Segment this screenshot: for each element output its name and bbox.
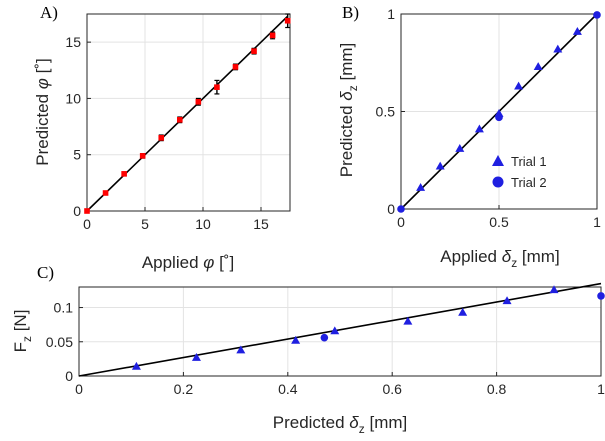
y-tick-label: 0.5	[376, 104, 396, 120]
data-point-trial1	[330, 326, 340, 335]
data-point-trial1	[416, 183, 426, 191]
y-axis-label: Predicted φ [˚]	[33, 58, 52, 165]
data-point	[195, 99, 202, 105]
y-tick-label: 15	[65, 34, 81, 50]
y-axis-label: Fz [N]	[11, 310, 34, 353]
data-point-trial1	[191, 353, 201, 361]
data-point-trial1	[435, 161, 445, 170]
y-tick-label: 0	[73, 203, 81, 219]
data-point-trial2	[397, 205, 405, 213]
data-point-trial2	[597, 292, 605, 300]
panel-b: 0 0.5 1 0 0.5 1 Trial 1 Trial 2 B) Applied δz [mm…	[337, 3, 601, 270]
data-point-trial1	[458, 307, 468, 316]
data-point-trial2	[495, 113, 503, 122]
data-point-trial1	[474, 124, 484, 133]
data-point	[284, 17, 291, 24]
panel-label: A)	[40, 3, 58, 22]
x-tick-label: 15	[253, 216, 269, 232]
x-tick-label: 0.6	[382, 381, 402, 397]
panel-label: C)	[37, 263, 54, 282]
data-point-trial1	[553, 44, 563, 53]
fit-line	[86, 15, 289, 212]
data-point	[121, 171, 127, 177]
panel-label: B)	[342, 3, 359, 22]
x-tick-label: 0.4	[278, 381, 298, 397]
legend-marker-trial1	[492, 155, 504, 166]
x-axis-label: Applied δz [mm]	[440, 247, 559, 270]
y-tick-label: 0.1	[54, 300, 74, 316]
data-point	[84, 208, 90, 214]
data-point	[214, 84, 220, 90]
data-point-trial1	[549, 285, 559, 294]
y-tick-label: 10	[65, 90, 81, 106]
data-point-trial1	[533, 62, 543, 71]
fit-line	[78, 282, 602, 377]
x-tick-label: 1	[593, 214, 601, 230]
data-point-trial1	[236, 345, 246, 354]
x-tick-label: 1	[597, 381, 605, 397]
x-tick-label: 0.8	[487, 381, 507, 397]
y-tick-label: 0	[65, 368, 73, 384]
legend-marker-trial2	[492, 176, 504, 188]
y-tick-label: 0	[387, 201, 395, 217]
data-point-trial2	[593, 11, 601, 19]
data-point	[269, 32, 276, 39]
panel-c: 0 0.2 0.4 0.6 0.8 1 0 0.05 0.1 C) Predicted δz [mm…	[11, 263, 605, 436]
y-tick-label: 1	[387, 6, 395, 22]
y-tick-label: 0.05	[46, 334, 73, 350]
x-tick-label: 0.2	[174, 381, 194, 397]
axes-box	[86, 13, 291, 212]
y-axis-label: Predicted δz [mm]	[337, 43, 360, 178]
data-point-trial1	[455, 144, 465, 152]
legend-entry-label: Trial 1	[511, 154, 547, 169]
x-tick-label: 0	[83, 216, 91, 232]
data-point-trial1	[291, 335, 301, 344]
data-point-trial1	[572, 27, 582, 35]
y-tick-label: 5	[73, 147, 81, 163]
data-point	[232, 64, 239, 70]
x-tick-label: 0	[397, 214, 405, 230]
data-point-trial1	[131, 361, 141, 370]
data-point	[139, 153, 146, 159]
x-tick-label: 0.5	[489, 214, 509, 230]
panel-a: 0 5 10 15 0 5 10 15 A) Applied φ [˚] Predicted φ […	[33, 3, 291, 272]
x-tick-label: 0	[75, 381, 83, 397]
x-tick-label: 10	[195, 216, 211, 232]
legend-entry-label: Trial 2	[511, 175, 547, 190]
x-axis-label: Predicted δz [mm]	[273, 413, 408, 436]
data-point	[102, 190, 109, 196]
data-point	[177, 117, 183, 123]
data-point	[158, 135, 165, 141]
data-point-trial1	[502, 296, 512, 305]
data-point-trial2	[320, 333, 329, 342]
data-point	[251, 48, 257, 54]
data-point-trial1	[514, 81, 524, 90]
x-tick-label: 5	[141, 216, 149, 232]
x-axis-label: Applied φ [˚]	[142, 253, 234, 272]
axes-box	[78, 286, 602, 377]
data-point-trial1	[403, 316, 413, 325]
